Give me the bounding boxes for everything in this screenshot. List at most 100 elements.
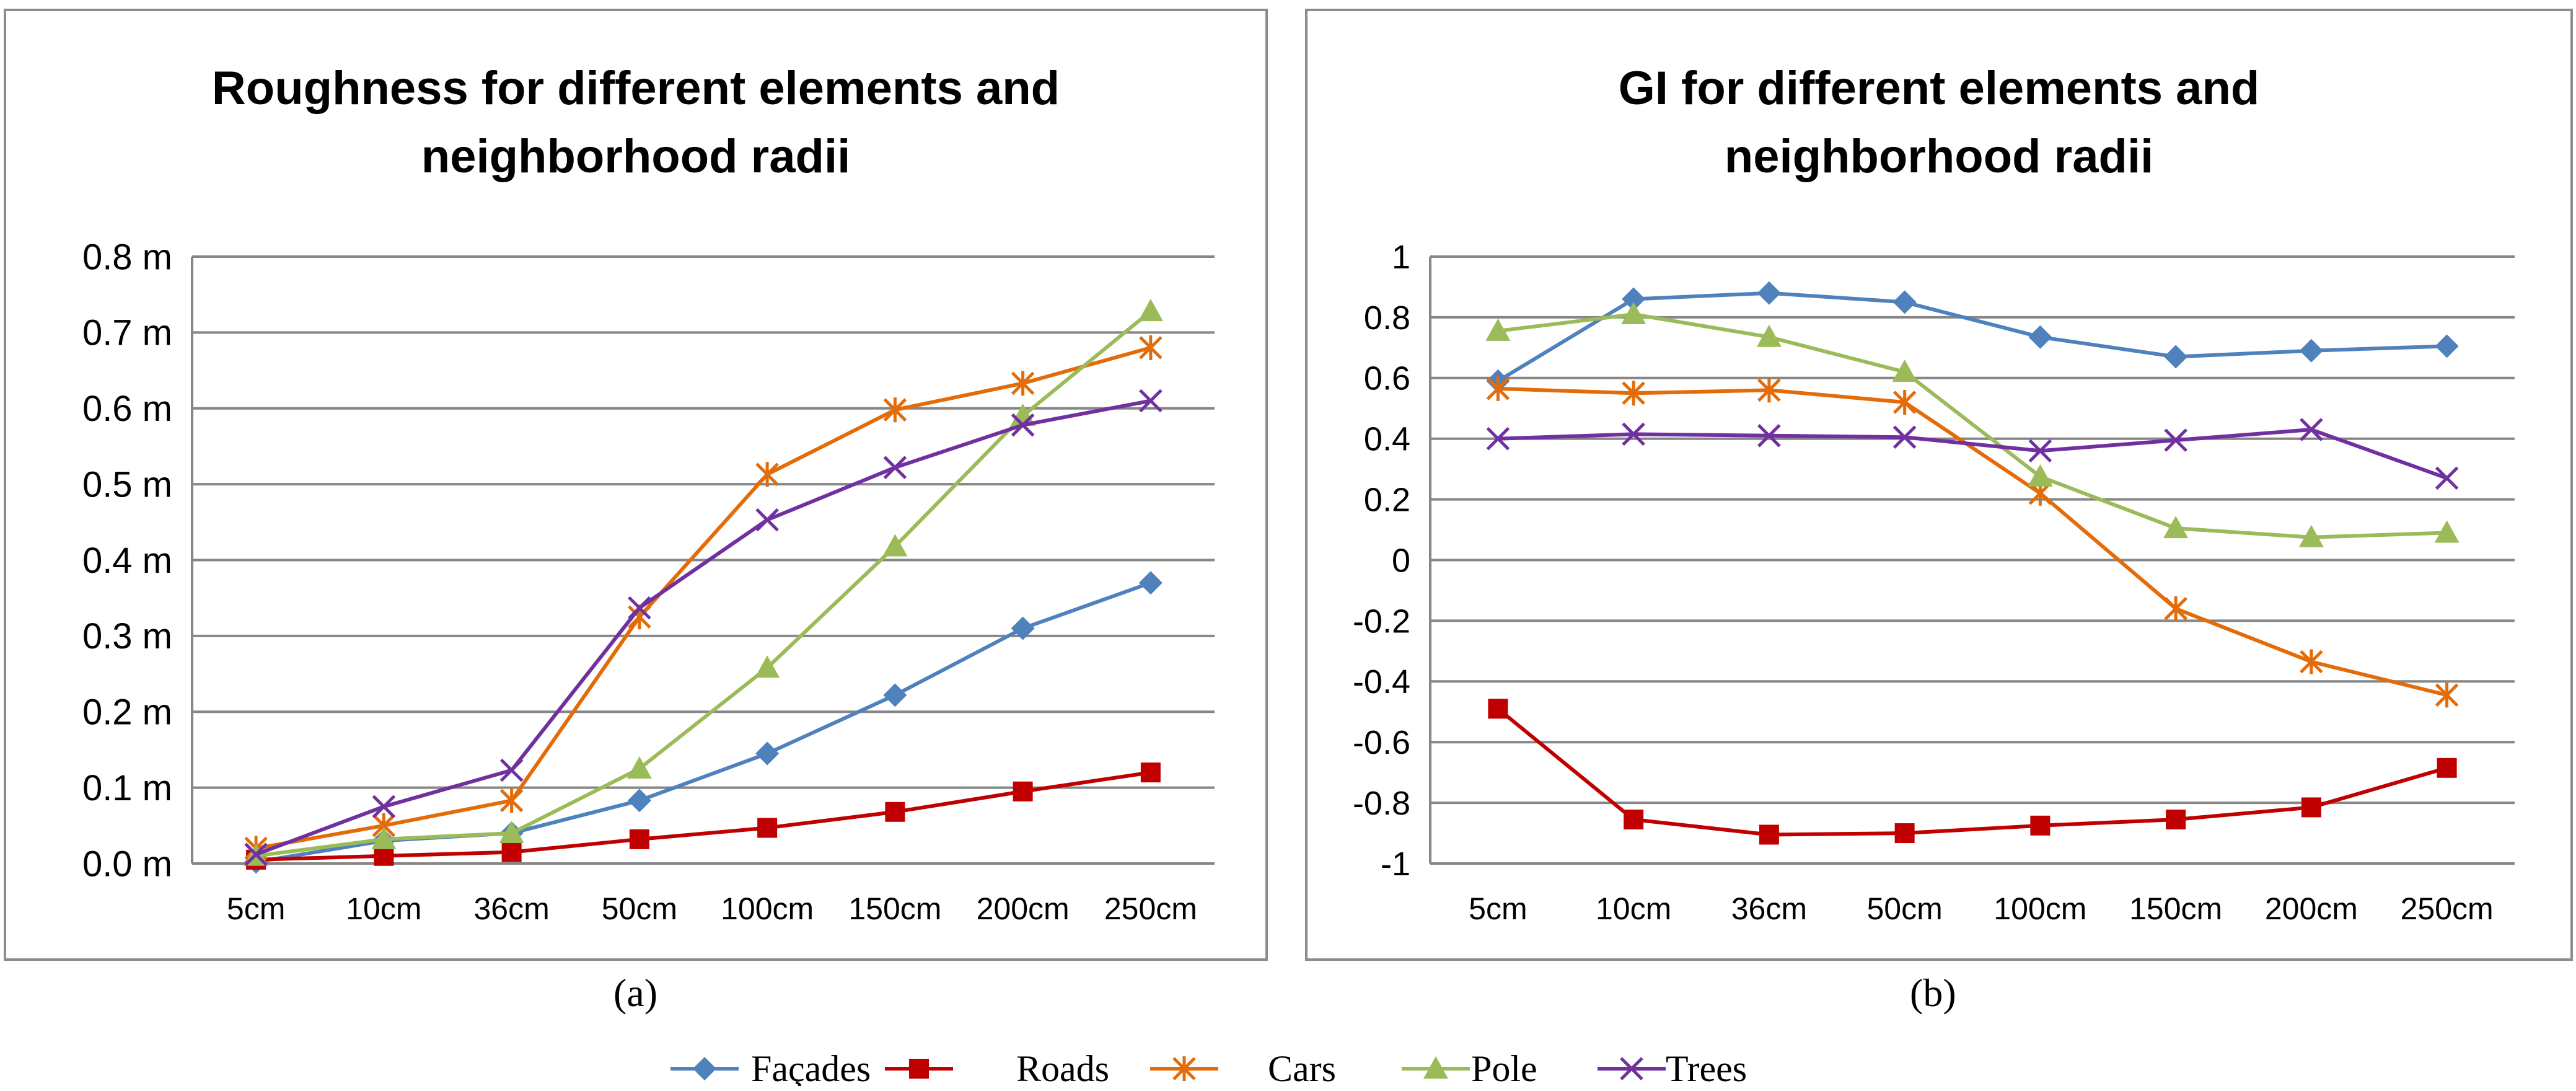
x-tick-label: 100cm [721,891,814,926]
data-point-roads [2166,810,2186,830]
y-tick-label: -1 [1381,846,1410,883]
y-tick-label: 0 [1392,542,1410,579]
legend-item-pole: Pole [1402,1048,1537,1086]
legend-item-facades: Façades [670,1048,871,1086]
data-point-pole [2163,516,2189,539]
data-point-pole [1485,318,1511,341]
legend-marker-triangle [1423,1056,1448,1079]
series-trees [244,389,1163,867]
data-point-facades [755,741,780,766]
series-line-pole [255,309,1152,858]
x-tick-label: 200cm [2265,891,2358,926]
data-point-cars [2435,682,2459,708]
chart-title-roughness: Roughness for different elements and nei… [6,55,1265,191]
y-tick-label: 0.3 m [82,616,172,656]
data-point-roads [501,842,522,862]
y-tick-label: 0.4 m [82,541,172,581]
caption-b: (b) [1910,971,1956,1015]
data-point-cars [2300,649,2323,674]
data-point-pole [1892,360,1917,382]
y-tick-label: -0.6 [1353,724,1410,761]
legend-item-cars: Cars [1150,1048,1336,1086]
data-point-roads [1140,762,1161,783]
data-point-facades [2028,325,2052,349]
chart-title-line-1: GI for different elements and [1618,62,2260,115]
y-tick-label: 0.6 [1364,360,1410,397]
data-point-pole [499,821,524,844]
data-point-cars [1011,371,1035,396]
y-tick-label: 0.4 [1364,421,1410,458]
data-point-trees [755,508,779,532]
data-point-trees [1757,424,1781,448]
data-point-cars [1486,376,1510,401]
legend-label: Façades [751,1048,871,1086]
series-line-cars [255,345,1151,850]
y-tick-label: 0.0 m [82,844,172,884]
y-tick-label: 0.2 [1364,482,1410,519]
legend-marker-x [1620,1057,1643,1080]
data-point-facades [883,683,907,707]
data-point-pole [1756,324,1782,347]
legend-marker-diamond [693,1057,716,1080]
data-point-roads [757,818,778,838]
data-point-cars [755,462,779,487]
series-trees [1486,418,2459,490]
chart-title-gi: GI for different elements and neighborho… [1308,55,2570,191]
data-point-facades [2164,345,2188,369]
data-point-pole [2298,524,2324,547]
data-point-trees [244,842,268,867]
chart-title-line-1: Roughness for different elements and [211,62,1060,115]
series-line-roads [256,771,1151,862]
chart-legend: Façades Roads Cars Pole Trees [670,1048,1747,1086]
y-tick-label: 0.1 m [82,768,172,808]
data-point-cars [1622,381,1645,406]
x-tick-label: 36cm [473,891,549,926]
data-point-pole [2434,520,2460,543]
y-tick-label: 0.5 m [82,464,172,505]
data-point-pole [626,756,652,779]
data-point-trees [883,456,907,479]
legend-marker-asterisk [1172,1056,1196,1081]
data-point-trees [2435,466,2459,490]
x-tick-label: 250cm [1104,891,1197,926]
legend-item-trees: Trees [1598,1048,1747,1086]
data-point-roads [2030,815,2051,836]
gridlines [192,255,1215,865]
y-tick-label: 0.7 m [82,313,172,353]
series-cars [244,335,1163,861]
data-point-trees [372,795,396,818]
legend-marker-square [909,1059,929,1079]
data-point-facades [2299,338,2323,363]
data-point-pole [2028,464,2053,487]
legend-label: Cars [1268,1048,1336,1086]
data-point-roads [1894,823,1915,844]
data-point-roads [374,846,394,866]
chart-title-line-2: neighborhood radii [421,130,851,183]
data-point-roads [2301,797,2321,818]
data-point-cars [1892,389,1917,415]
y-tick-label: 0.6 m [82,389,172,429]
legend-label: Trees [1666,1048,1747,1086]
data-point-roads [1488,699,1508,719]
chart-panel-roughness: Roughness for different elements and nei… [4,9,1268,961]
data-point-pole [1621,302,1646,325]
data-point-trees [1139,389,1163,413]
x-tick-label: 5cm [227,891,285,926]
legend-label: Roads [1016,1048,1109,1086]
data-point-facades [1011,616,1035,640]
series-facades [1486,281,2459,393]
series-line-facades [1497,291,2447,383]
y-tick-label: -0.8 [1353,785,1410,822]
data-point-roads [885,802,905,822]
data-point-pole [1138,299,1163,322]
y-tick-label: -0.4 [1353,663,1410,700]
series-cars [1486,376,2459,708]
y-tick-label: 0.8 m [82,237,172,277]
data-point-trees [1892,425,1917,449]
data-point-cars [883,397,907,423]
x-tick-label: 50cm [602,891,677,926]
x-tick-label: 200cm [977,891,1070,926]
data-point-trees [2028,439,2052,463]
series-line-trees [1498,428,2448,480]
y-tick-label: 1 [1392,239,1410,276]
